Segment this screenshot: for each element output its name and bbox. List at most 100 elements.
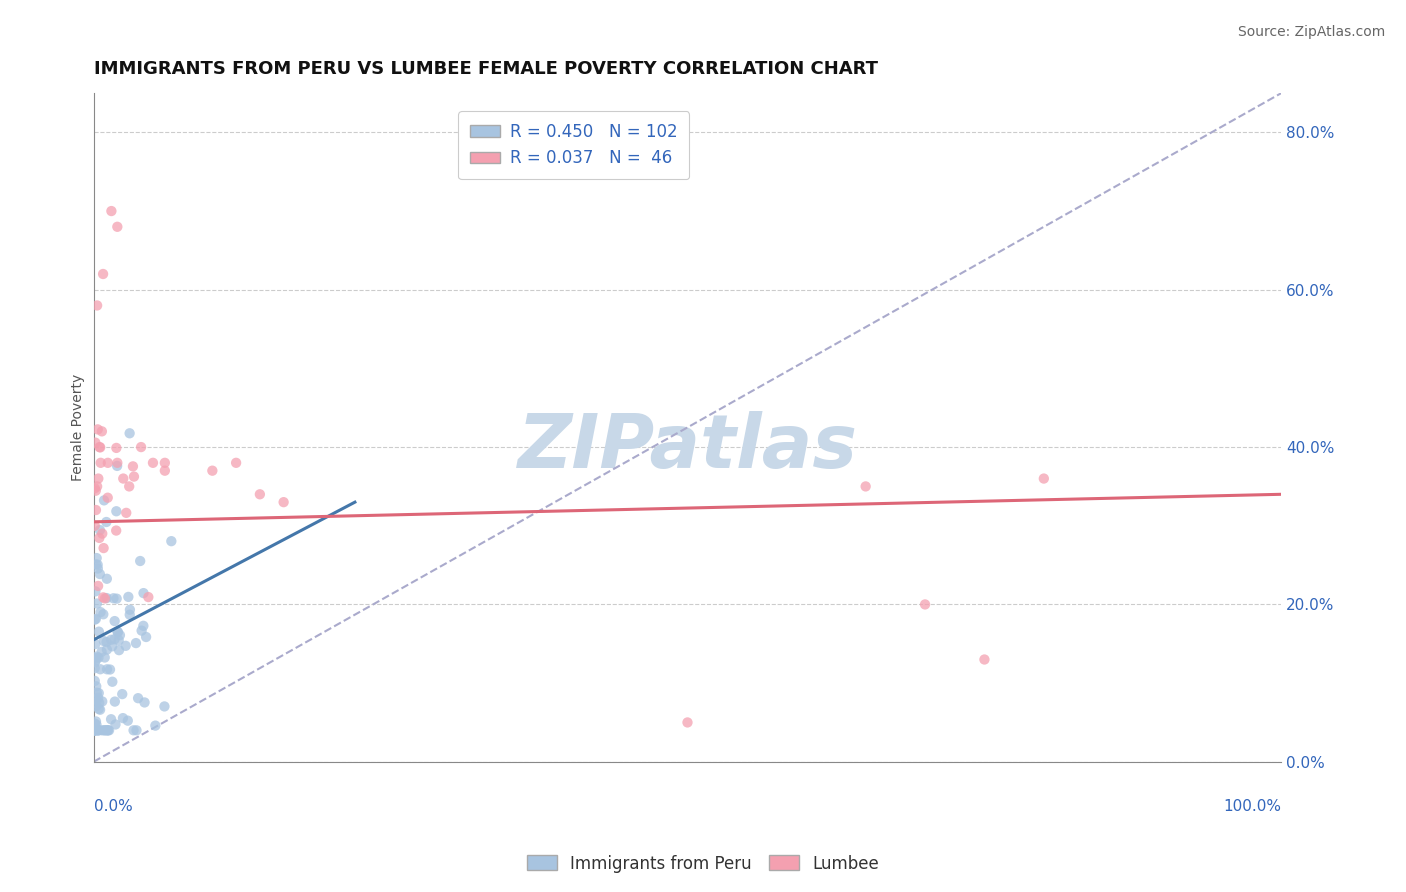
Point [104,614,127,628]
Point [83,723,105,738]
Point [83,518,105,533]
Point [91,607,114,622]
Point [87,723,110,738]
Point [93,650,115,665]
Point [87,723,110,738]
Point [86,422,108,436]
Point [118,426,141,441]
Point [914,598,936,612]
Point [87,690,110,705]
Point [89,567,111,582]
Point [84,714,107,729]
Point [86,298,108,312]
Y-axis label: Female Poverty: Female Poverty [72,374,86,481]
Point [108,643,131,657]
Point [118,607,141,622]
Point [86,686,108,700]
Point [117,714,139,728]
Point [153,464,176,478]
Point [89,703,111,717]
Point [105,458,128,473]
Point [83,723,105,738]
Point [96,635,118,649]
Point [97,723,120,738]
Point [87,723,110,738]
Point [89,523,111,537]
Point [676,715,699,730]
Point [122,723,145,738]
Point [98,723,121,738]
Point [90,645,112,659]
Text: 100.0%: 100.0% [1223,798,1281,814]
Point [91,526,114,541]
Point [84,584,107,599]
Point [83,723,105,738]
Point [84,503,107,517]
Point [93,634,115,648]
Point [100,204,122,219]
Point [89,696,111,710]
Point [96,591,118,605]
Point [83,723,105,738]
Point [105,441,128,455]
Point [973,652,995,666]
Point [96,662,118,676]
Point [134,695,156,709]
Point [125,723,148,738]
Point [84,612,107,626]
Point [83,723,105,738]
Point [105,524,128,538]
Point [127,691,149,706]
Point [118,603,141,617]
Point [107,633,129,648]
Point [94,723,117,738]
Point [111,711,134,725]
Point [101,640,124,654]
Point [129,554,152,568]
Point [153,699,176,714]
Point [142,456,165,470]
Point [91,591,114,605]
Text: 0.0%: 0.0% [94,798,132,814]
Point [87,686,110,700]
Point [105,504,128,518]
Point [89,662,111,676]
Point [249,487,271,501]
Point [122,459,145,474]
Point [101,674,124,689]
Point [84,679,107,693]
Point [104,632,127,647]
Point [97,723,120,738]
Point [86,718,108,732]
Point [83,661,105,675]
Point [115,506,138,520]
Point [83,613,105,627]
Point [84,653,107,667]
Point [87,624,110,639]
Point [132,586,155,600]
Point [90,605,112,619]
Point [112,471,135,485]
Point [96,642,118,657]
Point [91,694,114,708]
Point [273,495,295,509]
Point [89,441,111,455]
Point [100,712,122,726]
Legend: Immigrants from Peru, Lumbee: Immigrants from Peru, Lumbee [520,848,886,880]
Point [105,219,128,234]
Point [83,723,105,738]
Point [122,469,145,483]
Point [86,558,108,572]
Point [100,632,122,647]
Point [83,481,105,495]
Point [225,456,247,470]
Point [86,597,108,611]
Point [86,649,108,664]
Point [87,561,110,575]
Point [143,718,166,732]
Point [96,572,118,586]
Point [93,541,115,555]
Point [87,650,110,665]
Text: Source: ZipAtlas.com: Source: ZipAtlas.com [1237,25,1385,39]
Point [86,551,108,566]
